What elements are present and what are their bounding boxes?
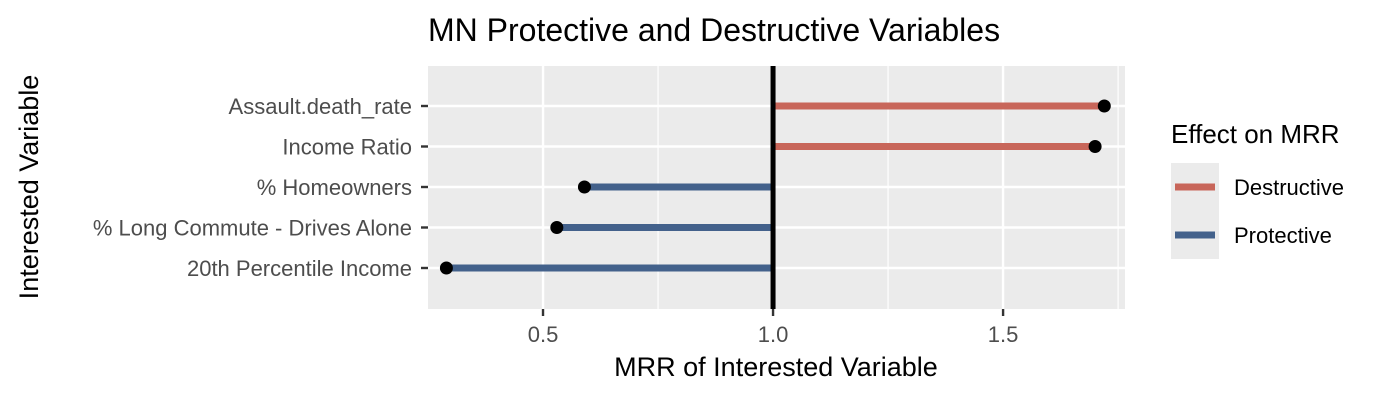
legend-label: Protective [1234,223,1332,248]
y-axis-title: Interested Variable [14,75,44,300]
data-point [550,221,564,234]
legend-items: Destructive Protective [1171,163,1344,259]
y-tick-label: % Long Commute - Drives Alone [93,216,412,241]
data-point [577,180,591,194]
x-tick-label: 1.0 [758,322,789,347]
chart-title: MN Protective and Destructive Variables [428,12,1000,48]
y-axis: Assault.death_rate Income Ratio % Homeowne… [93,94,428,281]
data-point [439,261,453,275]
x-axis-title: MRR of Interested Variable [614,352,938,382]
y-tick-label: Income Ratio [282,135,412,160]
x-axis: 0.5 1.0 1.5 [528,309,1019,347]
data-point [1088,140,1102,153]
y-tick-label: % Homeowners [257,175,412,200]
x-tick-label: 0.5 [528,322,559,347]
x-tick-label: 1.5 [988,322,1019,347]
y-tick-label: 20th Percentile Income [187,256,412,281]
y-tick-label: Assault.death_rate [229,94,412,119]
data-point [1097,99,1111,113]
legend-title: Effect on MRR [1171,119,1340,149]
lollipop-points [439,99,1111,275]
lollipop-stems [446,102,1105,272]
legend-label: Destructive [1234,175,1344,200]
legend: Effect on MRR Destructive Protective [1171,119,1344,259]
